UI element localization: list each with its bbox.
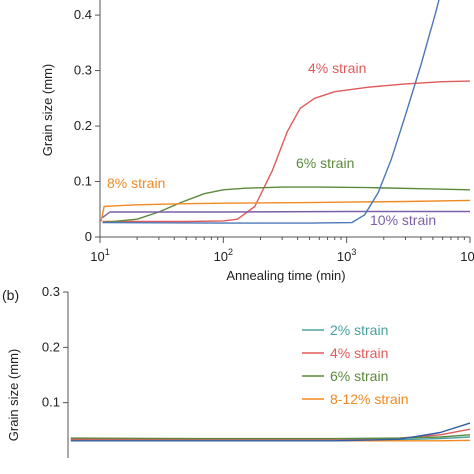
10pct-strain-line-panel-a xyxy=(102,210,470,219)
legend-entry-label: 8-12% strain xyxy=(330,391,409,407)
6pct-strain-line-panel-a xyxy=(102,186,471,224)
panel-b-ticks: 0.1 0.2 0.3 xyxy=(42,284,68,410)
panel-a-chart: 0 0.1 0.2 0.3 0.4 101 102 103 104 Grain size (mm… xyxy=(40,0,474,283)
y-tick-label: 0.4 xyxy=(74,7,92,22)
y-tick-label: 0.2 xyxy=(42,339,60,354)
y-tick-label: 0 xyxy=(85,229,92,244)
panel-a-ticks: 0 0.1 0.2 0.3 0.4 101 102 103 104 xyxy=(74,7,474,264)
y-tick-label: 0.1 xyxy=(74,174,92,189)
legend-entry-label: 2% strain xyxy=(330,322,388,338)
y-tick-label: 0.1 xyxy=(42,395,60,410)
panel-b-legend: 2% strain 4% strain 6% strain 8-12% strain xyxy=(302,322,409,407)
panel-b-series-group xyxy=(70,422,471,442)
y-tick-label: 0.3 xyxy=(74,63,92,78)
label-10pct-strain: 10% strain xyxy=(370,212,436,228)
label-8pct-strain: 8% strain xyxy=(107,175,165,191)
6pct-strain-line-panel-b xyxy=(70,434,471,440)
panel-a-y-axis-title: Grain size (mm) xyxy=(40,64,55,156)
y-tick-label: 0.3 xyxy=(42,284,60,299)
unlabeled-line-panel-b xyxy=(70,422,471,442)
4pct-strain-line-panel-a xyxy=(102,80,471,223)
label-6pct-strain: 6% strain xyxy=(296,155,354,171)
panel-b-y-axis-title: Grain size (mm) xyxy=(6,349,21,441)
panel-b-chart: (b) 0.1 0.2 0.3 Grain size (mm) 2% strain 4… xyxy=(2,284,471,458)
legend-entry-label: 4% strain xyxy=(330,345,388,361)
x-tick-label: 104 xyxy=(460,247,474,264)
x-tick-label: 102 xyxy=(214,247,233,264)
panel-b-tag: (b) xyxy=(2,287,19,303)
y-tick-label: 0.2 xyxy=(74,118,92,133)
label-4pct-strain: 4% strain xyxy=(308,60,366,76)
panel-a-series-group xyxy=(100,0,471,224)
x-tick-label: 103 xyxy=(337,247,356,264)
x-tick-label: 101 xyxy=(90,247,109,264)
unlabeled-line-panel-a xyxy=(102,0,440,224)
8pct-strain-line-panel-a xyxy=(100,199,471,222)
panel-a-x-axis-title: Annealing time (min) xyxy=(226,268,345,283)
legend-entry-label: 6% strain xyxy=(330,368,388,384)
